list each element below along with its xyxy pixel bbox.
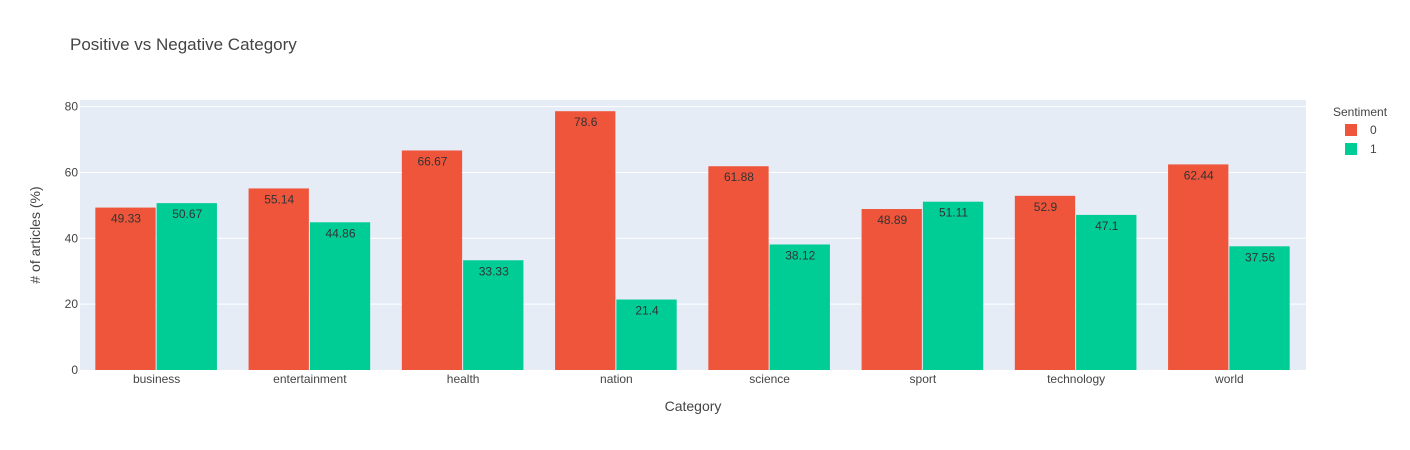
x-axis-ticks: business entertainment health nation science…	[133, 372, 1244, 386]
bar	[708, 166, 769, 370]
x-tick-label: business	[133, 372, 180, 386]
y-axis-ticks: 0 20 40 60 80	[65, 100, 79, 377]
bar-value-label: 61.88	[724, 170, 754, 184]
bar-value-label: 47.1	[1095, 219, 1119, 233]
bar-value-label: 62.44	[1184, 168, 1214, 182]
bar	[95, 207, 156, 370]
bar-value-label: 37.56	[1245, 250, 1275, 264]
bar-value-label: 48.89	[877, 213, 907, 227]
bar	[861, 209, 922, 370]
bar-value-label: 21.4	[635, 304, 659, 318]
bars: 49.33 50.67 55.14 44.86 66.67 33.33 78.6 21.4 61…	[95, 111, 1290, 370]
x-tick-label: technology	[1047, 372, 1105, 386]
x-tick-label: nation	[600, 372, 633, 386]
bar	[401, 150, 463, 370]
bar-value-label: 66.67	[417, 154, 447, 168]
bar-value-label: 38.12	[785, 248, 815, 262]
chart-title: Positive vs Negative Category	[70, 35, 297, 54]
bar-value-label: 49.33	[111, 212, 141, 226]
legend-title: Sentiment	[1333, 105, 1388, 119]
bar-value-label: 50.67	[172, 207, 202, 221]
legend-swatch[interactable]	[1345, 124, 1357, 136]
y-tick-label: 0	[71, 363, 78, 377]
bar	[248, 188, 309, 370]
bar-value-label: 78.6	[574, 115, 598, 129]
y-tick-label: 40	[65, 231, 79, 245]
y-tick-label: 60	[65, 165, 79, 179]
bar-value-label: 52.9	[1034, 200, 1058, 214]
x-tick-label: entertainment	[273, 372, 347, 386]
bar	[1229, 246, 1290, 370]
bar-value-label: 44.86	[326, 226, 356, 240]
bar	[769, 244, 830, 370]
bar	[1168, 164, 1229, 370]
legend-swatch[interactable]	[1345, 143, 1357, 155]
x-tick-label: science	[749, 372, 790, 386]
bar-value-label: 33.33	[479, 264, 509, 278]
bar-value-label: 55.14	[264, 192, 294, 206]
y-axis-title: # of articles (%)	[27, 186, 43, 283]
legend-item-label[interactable]: 1	[1370, 142, 1377, 156]
x-tick-label: health	[447, 372, 480, 386]
bar	[463, 260, 524, 370]
bar-value-label: 51.11	[939, 206, 968, 220]
bar	[616, 299, 677, 370]
bar	[555, 111, 616, 370]
x-axis-title: Category	[665, 398, 722, 414]
x-tick-label: sport	[910, 372, 937, 386]
bar	[1014, 195, 1076, 370]
legend-item-label[interactable]: 0	[1370, 123, 1377, 137]
bar	[309, 222, 371, 370]
bar	[922, 201, 984, 370]
bar	[156, 203, 217, 370]
bar	[1076, 214, 1137, 370]
legend: Sentiment 0 1	[1333, 105, 1388, 156]
x-tick-label: world	[1214, 372, 1244, 386]
y-tick-label: 80	[65, 100, 79, 114]
y-tick-label: 20	[65, 297, 79, 311]
